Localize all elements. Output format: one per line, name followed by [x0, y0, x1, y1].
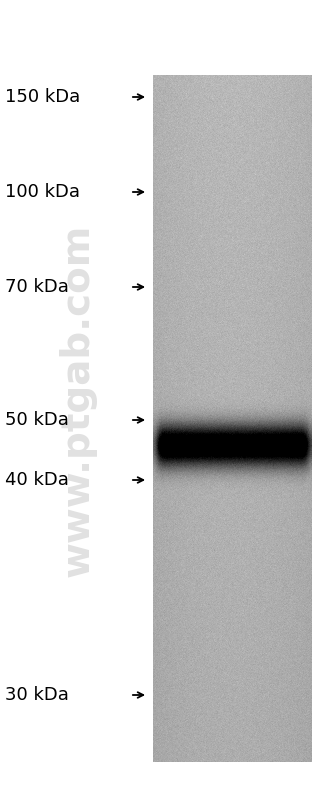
Text: 70 kDa: 70 kDa [5, 278, 69, 296]
Text: 50 kDa: 50 kDa [5, 411, 69, 429]
Text: 100 kDa: 100 kDa [5, 183, 80, 201]
Text: 40 kDa: 40 kDa [5, 471, 69, 489]
Text: www.ptgab.com: www.ptgab.com [59, 223, 97, 577]
Text: 150 kDa: 150 kDa [5, 88, 80, 106]
Text: 30 kDa: 30 kDa [5, 686, 69, 704]
